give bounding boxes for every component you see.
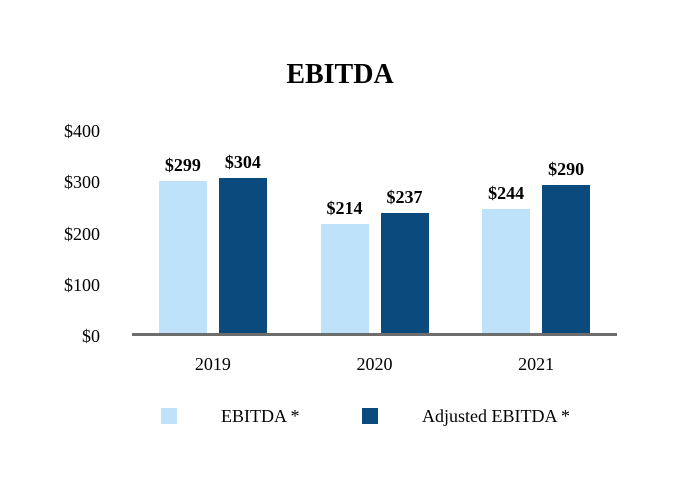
bar-2019-series-0 xyxy=(158,181,207,334)
legend-item-ebitda: EBITDA * xyxy=(161,406,300,426)
x-tick-label: 2019 xyxy=(194,354,231,374)
bar-value-label: $244 xyxy=(488,183,525,203)
bar-value-label: $299 xyxy=(164,155,201,175)
y-tick-label: $0 xyxy=(82,326,100,346)
legend-swatch-ebitda xyxy=(161,408,177,424)
bar-2021-series-1 xyxy=(542,185,591,334)
bar-2021-series-0 xyxy=(482,209,531,334)
chart-title: EBITDA xyxy=(286,59,394,90)
y-tick-label: $100 xyxy=(64,274,100,295)
bar-2020-series-0 xyxy=(320,224,369,334)
legend-label-ebitda: EBITDA * xyxy=(221,405,300,426)
legend-swatch-adjusted-ebitda xyxy=(362,408,378,424)
x-tick-label: 2020 xyxy=(356,354,393,374)
y-tick-label: $400 xyxy=(64,121,100,141)
y-tick-label: $300 xyxy=(64,172,100,193)
y-tick-label: $200 xyxy=(64,223,100,244)
bar-2020-series-1 xyxy=(380,213,429,334)
bar-value-label: $290 xyxy=(548,159,585,179)
x-tick-label: 2021 xyxy=(518,354,555,374)
legend-label-adjusted-ebitda: Adjusted EBITDA * xyxy=(422,405,570,426)
bar-2019-series-1 xyxy=(218,178,267,334)
bar-value-label: $304 xyxy=(224,152,261,172)
bar-value-label: $214 xyxy=(326,198,363,218)
bar-value-label: $237 xyxy=(386,187,423,207)
legend-item-adjusted-ebitda: Adjusted EBITDA * xyxy=(362,406,570,426)
x-axis-line xyxy=(132,333,617,336)
